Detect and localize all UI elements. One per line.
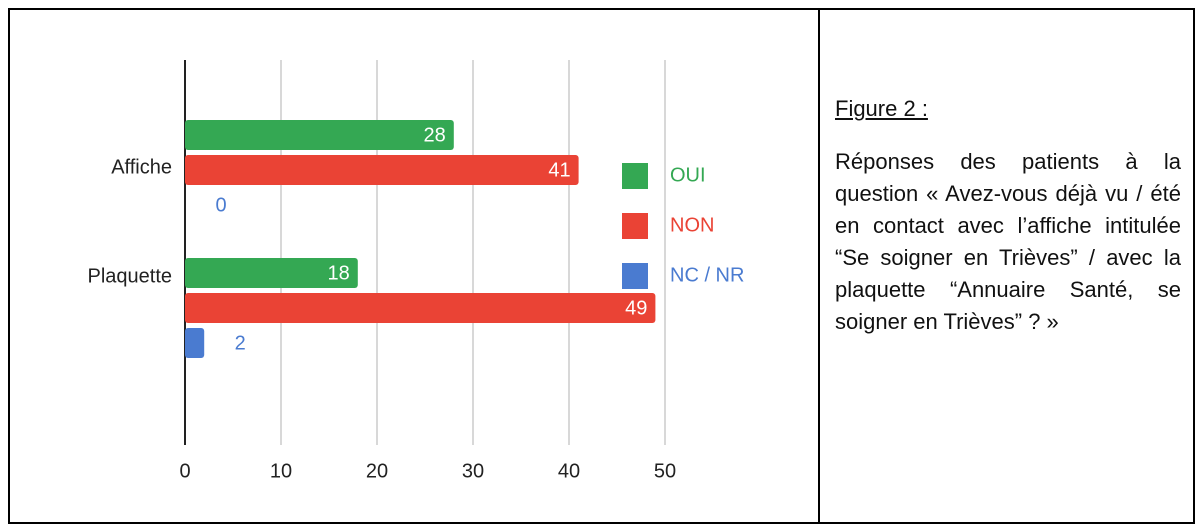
data-label: 18 bbox=[328, 262, 350, 284]
data-label: 2 bbox=[235, 332, 246, 354]
y-tick-label: Affiche bbox=[111, 156, 172, 178]
frame bbox=[8, 8, 1195, 524]
data-label: 49 bbox=[625, 297, 647, 319]
x-tick-label: 40 bbox=[558, 460, 580, 482]
legend-swatch bbox=[622, 263, 648, 289]
legend-swatch bbox=[622, 213, 648, 239]
legend-label: OUI bbox=[670, 164, 706, 186]
bar bbox=[185, 258, 358, 288]
x-tick-label: 30 bbox=[462, 460, 484, 482]
legend-label: NON bbox=[670, 214, 714, 236]
data-label: 0 bbox=[215, 194, 226, 216]
y-tick-label: Plaquette bbox=[87, 265, 172, 287]
data-label: 41 bbox=[548, 159, 570, 181]
caption: Figure 2 : Réponses des patients à la qu… bbox=[835, 92, 1181, 338]
data-label: 28 bbox=[424, 124, 446, 146]
x-tick-label: 20 bbox=[366, 460, 388, 482]
caption-text: Réponses des patients à la question « Av… bbox=[835, 149, 1181, 334]
x-tick-label: 0 bbox=[179, 460, 190, 482]
legend-label: NC / NR bbox=[670, 264, 744, 286]
caption-heading: Figure 2 : bbox=[835, 96, 928, 121]
x-tick-label: 50 bbox=[654, 460, 676, 482]
bar bbox=[185, 155, 579, 185]
legend-swatch bbox=[622, 163, 648, 189]
bar bbox=[185, 293, 656, 323]
bar bbox=[185, 120, 454, 150]
bar bbox=[185, 328, 205, 358]
x-tick-label: 10 bbox=[270, 460, 292, 482]
